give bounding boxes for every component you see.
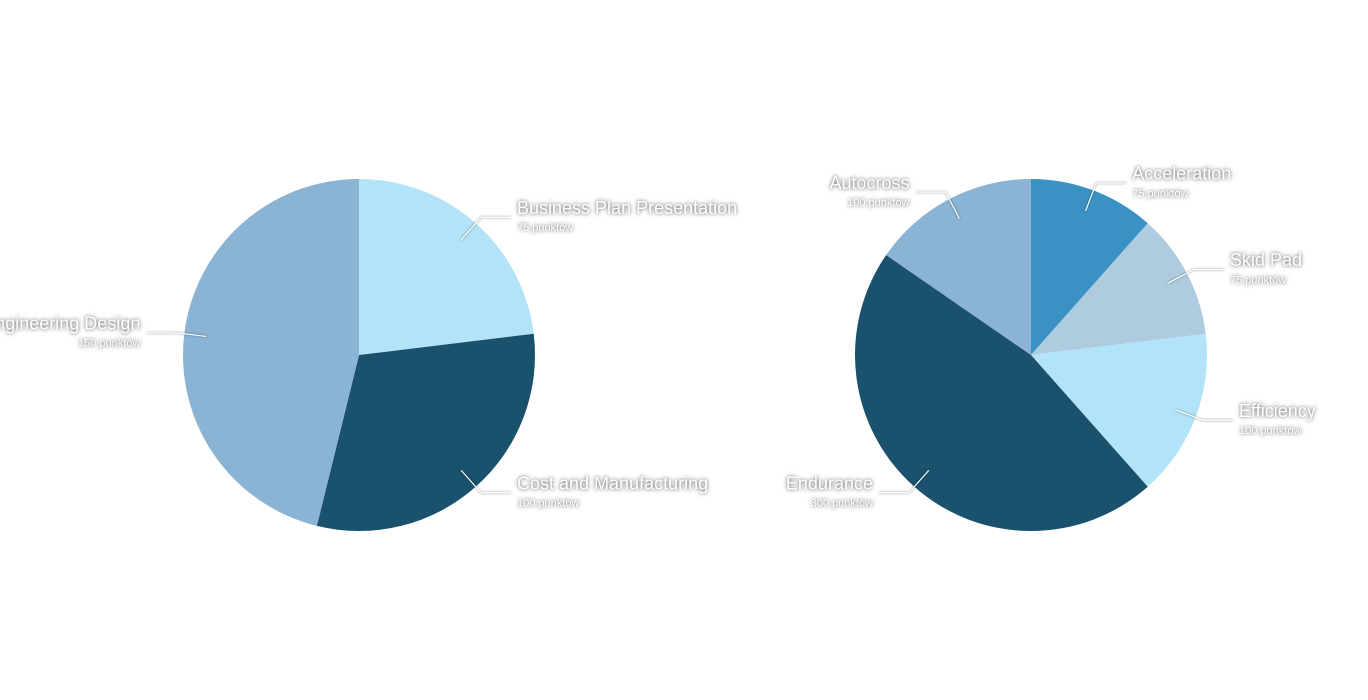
pie-slice [1031,179,1148,355]
slice-value: 100 punktów [847,197,909,209]
pie-slice [316,333,535,531]
pie-slice [1031,333,1208,487]
slice-label: Business Plan Presentation [517,198,737,218]
slice-label: Endurance [786,473,873,493]
slice-value: 75 punktów [517,222,573,234]
pie-slice [359,179,534,355]
slice-value: 100 punktów [1239,425,1301,437]
leader-line [146,332,207,338]
pie-slice [1031,223,1206,355]
pie-slice [886,179,1031,355]
leader-line [915,191,960,219]
slice-value: 75 punktów [1132,188,1188,200]
slice-label: Cost and Manufacturing [517,473,708,493]
pie-slice [182,179,359,526]
leader-line [460,469,512,494]
slice-label: Engineering Design [0,314,140,334]
slice-value: 75 punktów [1230,274,1286,286]
leader-line [1085,182,1127,212]
slice-value: 300 punktów [811,498,873,510]
slice-label: Skid Pad [1230,250,1302,270]
slice-label: Acceleration [1132,164,1231,184]
slice-label: Efficiency [1239,401,1316,421]
slice-value: 100 punktów [517,498,579,510]
leader-line [460,216,512,241]
slice-label: Autocross [829,173,909,193]
leader-line [1174,409,1234,421]
leader-line [878,469,930,494]
leader-line [1167,268,1224,284]
slice-value: 150 punktów [78,338,140,350]
pie-slice [854,255,1148,532]
